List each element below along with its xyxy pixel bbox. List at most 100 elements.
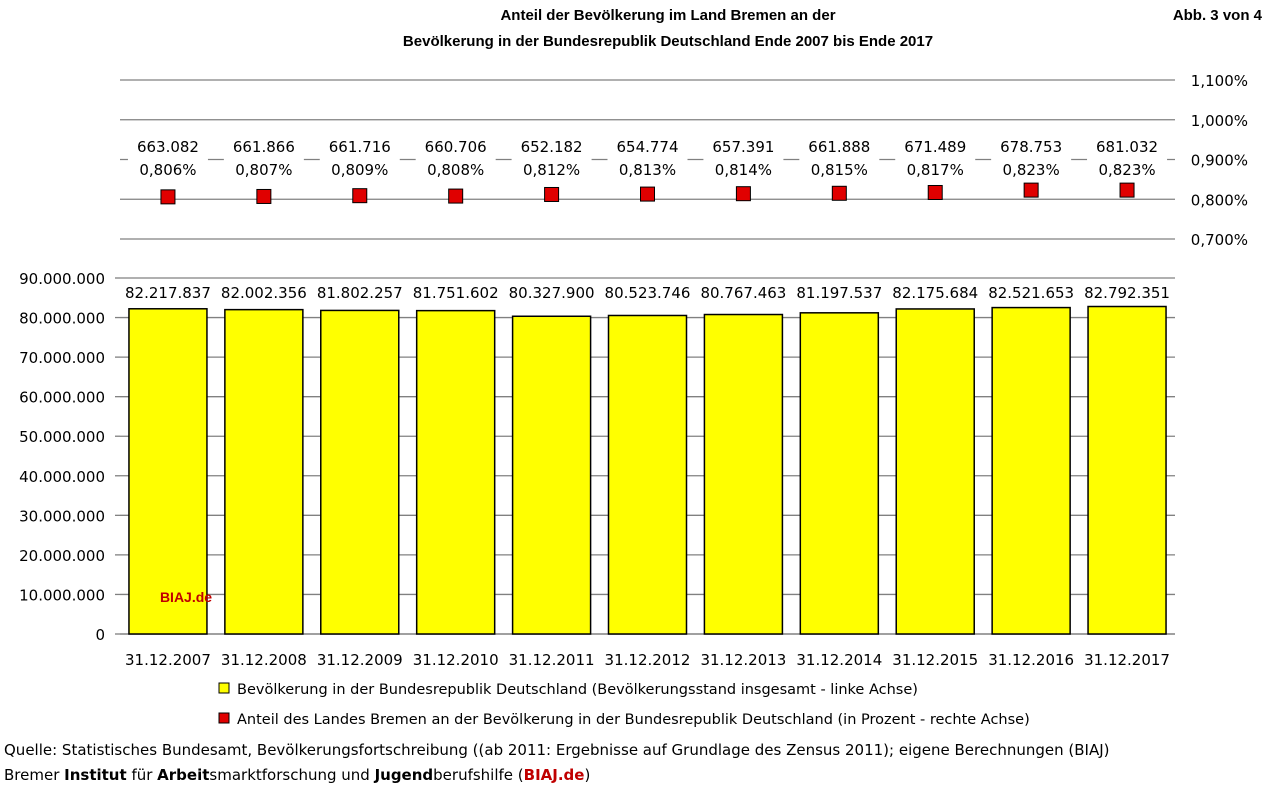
share-value-label: 0,813% — [619, 161, 676, 179]
share-label-bg — [1087, 133, 1168, 180]
legend-swatch-population — [218, 682, 230, 694]
source-note: Quelle: Statistisches Bundesamt, Bevölke… — [4, 741, 1110, 759]
x-axis-labels: 31.12.2007 31.12.2008 31.12.2009 31.12.2010… — [125, 651, 1170, 669]
x-tick-label: 31.12.2010 — [413, 651, 499, 669]
share-marker — [448, 188, 464, 204]
bremen-population-label: 660.706 — [425, 138, 487, 156]
bar — [895, 308, 975, 635]
share-value-label: 0,812% — [523, 161, 580, 179]
bar — [511, 315, 592, 635]
bar — [1087, 305, 1167, 635]
bar — [415, 309, 496, 635]
bar-label-bg — [795, 279, 884, 305]
share-marker — [735, 186, 751, 202]
chart-title-line1: Anteil der Bevölkerung im Land Bremen an… — [500, 7, 835, 24]
right-tick-label: 0,800% — [1191, 191, 1248, 209]
bar-label-bg — [891, 279, 980, 305]
right-tick-label: 0,900% — [1191, 152, 1248, 170]
share-label-bg — [319, 133, 400, 180]
bar-value-label: 81.197.537 — [796, 284, 882, 302]
right-axis-ticks: 0,700% 0,800% 0,900% 1,000% 1,100% — [1191, 72, 1248, 249]
bar-value-label: 80.327.900 — [509, 284, 595, 302]
x-tick-label: 31.12.2013 — [700, 651, 786, 669]
share-label-bg — [511, 133, 592, 180]
share-label-bg — [415, 133, 496, 180]
x-tick-label: 31.12.2014 — [796, 651, 882, 669]
bar-label-bg — [603, 279, 692, 305]
share-marker — [544, 186, 560, 202]
left-tick-label: 60.000.000 — [19, 389, 105, 407]
bar — [991, 306, 1071, 635]
x-tick-label: 31.12.2015 — [892, 651, 978, 669]
right-tick-label: 1,000% — [1191, 112, 1248, 130]
chart-title-line2: Bevölkerung in der Bundesrepublik Deutsc… — [403, 33, 933, 50]
x-tick-label: 31.12.2011 — [509, 651, 595, 669]
bremen-population-label: 678.753 — [1000, 138, 1062, 156]
bremen-population-label: 681.032 — [1096, 138, 1158, 156]
share-markers — [160, 182, 1135, 205]
bremen-population-label: 661.716 — [329, 138, 391, 156]
bar-value-label: 82.175.684 — [892, 284, 978, 302]
watermark: BIAJ.de — [160, 589, 212, 605]
share-marker — [1023, 182, 1039, 198]
left-tick-label: 0 — [95, 626, 105, 644]
left-tick-label: 20.000.000 — [19, 547, 105, 565]
share-label-bg — [895, 133, 976, 180]
share-value-label: 0,823% — [1003, 161, 1060, 179]
x-tick-label: 31.12.2007 — [125, 651, 211, 669]
share-marker — [352, 188, 368, 204]
share-value-label: 0,808% — [427, 161, 484, 179]
x-tick-label: 31.12.2012 — [605, 651, 691, 669]
bar-value-label: 82.002.356 — [221, 284, 307, 302]
bremen-population-label: 661.866 — [233, 138, 295, 156]
left-tick-label: 50.000.000 — [19, 428, 105, 446]
left-tick-label: 40.000.000 — [19, 468, 105, 486]
share-marker — [1119, 182, 1135, 198]
share-marker — [160, 189, 176, 205]
share-label-bg — [703, 133, 784, 180]
bar — [224, 308, 304, 635]
legend-label-share: Anteil des Landes Bremen an der Bevölker… — [237, 712, 1030, 728]
share-value-label: 0,806% — [139, 161, 196, 179]
bar-value-label: 80.523.746 — [605, 284, 691, 302]
bar-value-label: 81.802.257 — [317, 284, 403, 302]
share-value-label: 0,815% — [811, 161, 868, 179]
bar — [128, 308, 208, 635]
share-label-bg — [799, 133, 880, 180]
bar-label-bg — [699, 279, 788, 305]
share-label-bg — [991, 133, 1072, 180]
left-tick-label: 10.000.000 — [19, 586, 105, 604]
bar-value-label: 82.792.351 — [1084, 284, 1170, 302]
biaj-link: BIAJ.de — [523, 766, 585, 784]
bremen-population-label: 652.182 — [521, 138, 583, 156]
share-value-label: 0,807% — [235, 161, 292, 179]
share-marker — [256, 188, 272, 204]
share-value-label: 0,823% — [1098, 161, 1155, 179]
left-tick-label: 30.000.000 — [19, 507, 105, 525]
share-marker — [640, 186, 655, 202]
x-tick-label: 31.12.2017 — [1084, 651, 1170, 669]
legend: Bevölkerung in der Bundesrepublik Deutsc… — [218, 682, 1030, 728]
bremen-population-label: 671.489 — [904, 138, 966, 156]
left-axis-ticks: 0 10.000.000 20.000.000 30.000.000 40.000.00… — [19, 270, 105, 644]
legend-swatch-share — [218, 712, 230, 724]
legend-label-population: Bevölkerung in der Bundesrepublik Deutsc… — [237, 682, 918, 698]
bar-value-label: 81.751.602 — [413, 284, 499, 302]
bar-value-label: 80.767.463 — [700, 284, 786, 302]
x-tick-label: 31.12.2009 — [317, 651, 403, 669]
bremen-population-label: 657.391 — [712, 138, 774, 156]
bar-series — [128, 305, 1167, 635]
bremen-population-label: 663.082 — [137, 138, 199, 156]
bar-label-bg — [219, 279, 308, 305]
share-label-bg — [127, 133, 208, 180]
share-label-bg — [223, 133, 304, 180]
bar-value-label: 82.217.837 — [125, 284, 211, 302]
bar-value-label: 82.521.653 — [988, 284, 1074, 302]
right-tick-label: 1,100% — [1191, 72, 1248, 90]
bar-label-bg — [123, 279, 212, 305]
bar-label-bg — [1083, 279, 1172, 305]
bremen-population-label: 661.888 — [808, 138, 870, 156]
share-marker — [831, 185, 847, 201]
share-value-label: 0,814% — [715, 161, 772, 179]
share-label-bg — [607, 133, 688, 180]
